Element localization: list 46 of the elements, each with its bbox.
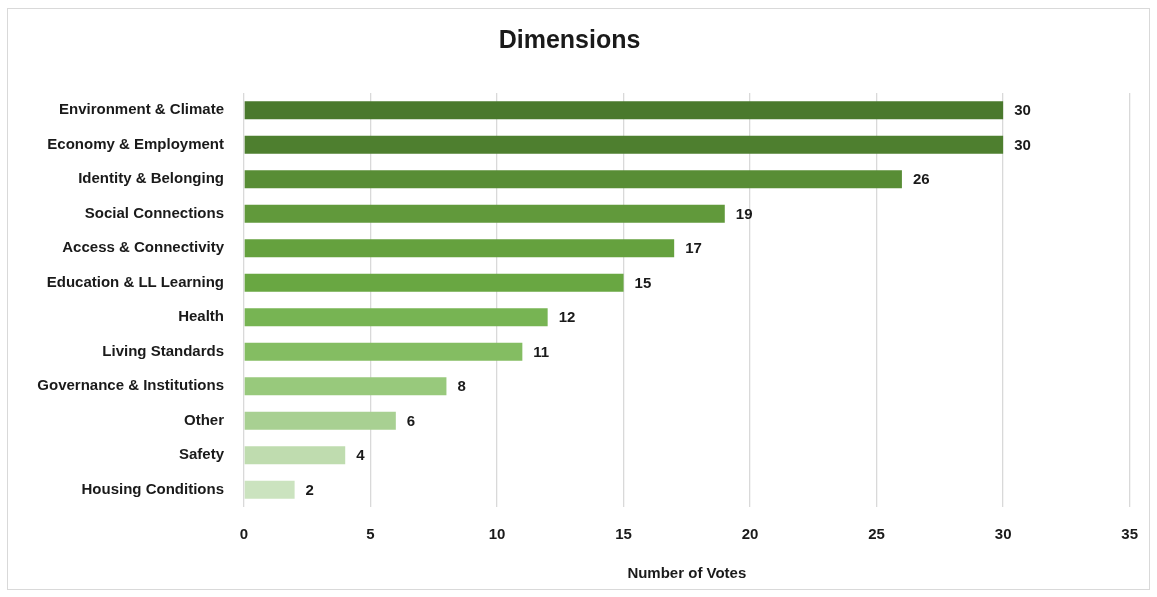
data-label: 17 xyxy=(685,239,702,257)
data-label: 11 xyxy=(533,342,550,360)
y-tick-label: Safety xyxy=(178,445,225,463)
bar xyxy=(244,273,624,292)
x-tick-label: 25 xyxy=(868,525,885,543)
bar xyxy=(244,204,725,223)
data-label: 8 xyxy=(457,377,466,395)
bar xyxy=(244,342,523,361)
x-tick-label: 15 xyxy=(615,525,632,543)
bar xyxy=(244,170,902,189)
y-tick-label: Identity & Belonging xyxy=(78,169,224,187)
data-label: 19 xyxy=(735,204,753,222)
y-tick-label: Other xyxy=(183,410,225,428)
x-tick-label: 20 xyxy=(741,525,759,543)
chart-title: Dimensions xyxy=(498,24,641,53)
bar xyxy=(244,446,346,465)
data-label: 26 xyxy=(912,170,930,188)
y-tick-label: Education & LL Learning xyxy=(46,272,224,290)
y-tick-label: Governance & Institutions xyxy=(37,376,224,394)
data-label: 6 xyxy=(406,411,416,429)
y-tick-label: Living Standards xyxy=(102,341,224,359)
data-label: 15 xyxy=(634,273,652,291)
x-tick-label: 5 xyxy=(366,525,375,543)
data-label: 30 xyxy=(1014,101,1031,119)
x-tick-label: 30 xyxy=(994,525,1012,543)
y-tick-label: Social Connections xyxy=(84,203,224,221)
data-label: 4 xyxy=(356,446,366,464)
y-tick-label: Access & Connectivity xyxy=(62,238,225,256)
bar xyxy=(244,101,1004,120)
bar xyxy=(244,411,396,430)
data-label: 12 xyxy=(558,308,576,326)
bar xyxy=(244,135,1004,154)
x-tick-label: 10 xyxy=(488,525,506,543)
data-label: 30 xyxy=(1014,135,1031,153)
bar xyxy=(244,239,675,258)
x-axis-title: Number of Votes xyxy=(627,564,747,582)
y-tick-label: Housing Conditions xyxy=(81,479,224,497)
bar xyxy=(244,480,295,499)
bar xyxy=(244,377,447,396)
y-tick-label: Economy & Employment xyxy=(47,134,224,152)
bar xyxy=(244,308,548,327)
y-tick-label: Health xyxy=(178,307,224,325)
data-label: 2 xyxy=(305,480,314,498)
y-tick-label: Environment & Climate xyxy=(58,100,224,118)
x-tick-label: 0 xyxy=(239,525,249,543)
x-tick-label: 35 xyxy=(1121,525,1138,543)
